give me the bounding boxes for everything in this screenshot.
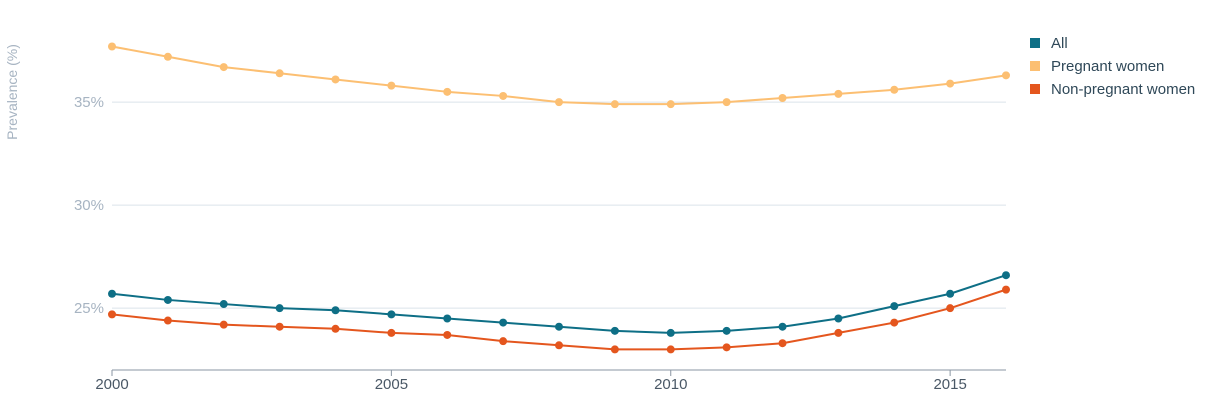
x-tick-label: 2005: [375, 376, 408, 393]
data-point: [778, 339, 787, 348]
data-point: [946, 289, 955, 298]
data-point: [387, 310, 396, 319]
y-tick-label: 35%: [74, 94, 104, 111]
data-point: [219, 300, 228, 309]
legend: All Pregnant women Non-pregnant women: [1030, 35, 1195, 98]
data-point: [331, 75, 340, 84]
data-point: [890, 318, 899, 327]
series-line: [111, 45, 1007, 106]
data-point: [890, 85, 899, 94]
data-point: [275, 69, 284, 78]
data-point: [499, 318, 508, 327]
x-axis: 2000 2005 2010 2015: [95, 369, 1006, 393]
x-tick-label: 2010: [654, 376, 687, 393]
data-point: [722, 326, 731, 335]
data-point: [499, 337, 508, 346]
data-point: [1002, 71, 1010, 80]
data-point: [163, 316, 172, 325]
series-line: [111, 288, 1007, 351]
x-tick-label: 2000: [95, 376, 128, 393]
data-point: [275, 322, 284, 331]
series-pregnant-women: [108, 42, 1010, 109]
legend-swatch: [1030, 84, 1040, 94]
data-point: [610, 345, 619, 354]
data-point: [666, 100, 675, 109]
data-point: [331, 306, 340, 315]
data-point: [443, 314, 452, 323]
data-point: [946, 304, 955, 313]
data-point: [443, 330, 452, 339]
data-point: [499, 91, 508, 100]
data-point: [555, 322, 563, 331]
data-point: [219, 320, 228, 329]
legend-label: All: [1051, 35, 1068, 52]
data-point: [443, 87, 452, 96]
data-point: [219, 63, 228, 72]
data-point: [1002, 271, 1010, 280]
data-point: [834, 89, 843, 98]
data-point: [666, 328, 675, 337]
series-all: [108, 271, 1010, 337]
data-point: [1002, 285, 1010, 294]
series-group: [108, 42, 1010, 354]
y-axis-label: Prevalence (%): [4, 44, 20, 140]
data-point: [163, 295, 172, 304]
data-point: [890, 302, 899, 311]
data-point: [387, 81, 396, 90]
legend-label: Non-pregnant women: [1051, 81, 1195, 98]
data-point: [778, 94, 787, 102]
data-point: [555, 98, 563, 107]
legend-swatch: [1030, 61, 1040, 71]
series-non-pregnant-women: [108, 285, 1010, 354]
data-point: [108, 42, 116, 51]
y-tick-label: 30%: [74, 197, 104, 214]
legend-label: Pregnant women: [1051, 58, 1164, 75]
y-axis-ticks: 25% 30% 35%: [74, 94, 104, 317]
data-point: [666, 345, 675, 354]
data-point: [610, 100, 619, 109]
legend-swatch: [1030, 38, 1040, 48]
grid-lines: [112, 101, 1006, 309]
data-point: [722, 343, 731, 352]
data-point: [555, 341, 563, 350]
data-point: [722, 98, 731, 107]
data-point: [163, 52, 172, 61]
data-point: [778, 322, 787, 331]
data-point: [946, 79, 955, 88]
data-point: [331, 324, 340, 333]
x-tick-label: 2015: [933, 376, 966, 393]
y-tick-label: 25%: [74, 300, 104, 317]
data-point: [834, 314, 843, 323]
data-point: [834, 328, 843, 337]
data-point: [108, 289, 116, 298]
data-point: [387, 328, 396, 337]
data-point: [610, 326, 619, 335]
data-point: [275, 304, 284, 313]
data-point: [108, 310, 116, 319]
